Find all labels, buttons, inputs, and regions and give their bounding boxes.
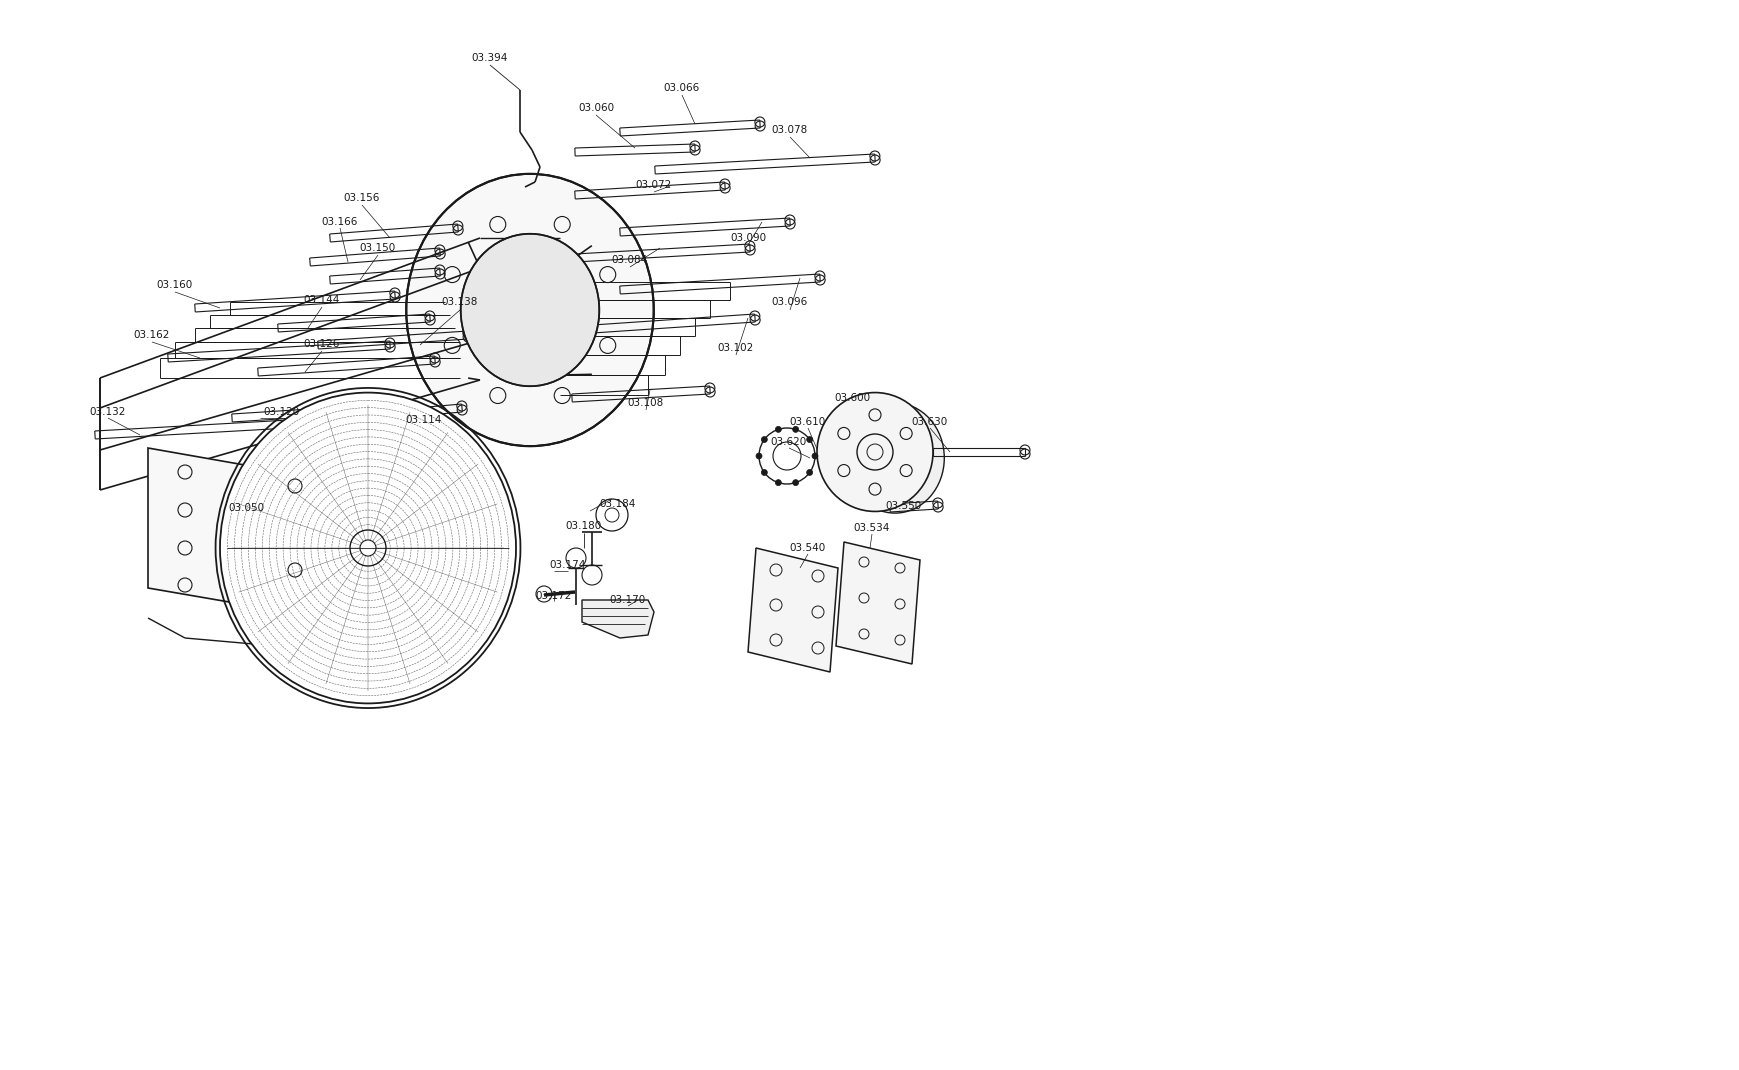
Text: 03.162: 03.162 — [134, 330, 170, 340]
Text: 03.078: 03.078 — [772, 125, 807, 135]
Polygon shape — [581, 600, 654, 638]
Text: 03.550: 03.550 — [885, 501, 922, 511]
Text: 03.102: 03.102 — [718, 343, 753, 353]
Circle shape — [762, 470, 767, 475]
Text: 03.166: 03.166 — [322, 217, 358, 227]
Text: 03.066: 03.066 — [664, 83, 699, 93]
Text: 03.050: 03.050 — [228, 503, 264, 513]
Ellipse shape — [405, 174, 654, 446]
Text: 03.394: 03.394 — [471, 54, 508, 63]
Text: 03.150: 03.150 — [360, 243, 396, 253]
Circle shape — [755, 453, 762, 459]
Text: 03.160: 03.160 — [157, 280, 193, 290]
Text: 03.120: 03.120 — [264, 407, 299, 417]
Circle shape — [776, 479, 781, 486]
Text: 03.172: 03.172 — [536, 591, 572, 601]
Circle shape — [807, 470, 812, 475]
Text: 03.610: 03.610 — [790, 417, 826, 427]
Text: 03.132: 03.132 — [90, 407, 127, 417]
Text: 03.084: 03.084 — [612, 255, 647, 265]
Ellipse shape — [461, 233, 598, 386]
Polygon shape — [148, 448, 330, 618]
Text: 03.090: 03.090 — [730, 233, 765, 243]
Text: 03.126: 03.126 — [304, 339, 341, 349]
Text: 03.096: 03.096 — [772, 297, 807, 307]
Polygon shape — [748, 548, 838, 672]
Text: 03.600: 03.600 — [833, 393, 870, 403]
Circle shape — [793, 426, 798, 432]
Text: 03.138: 03.138 — [442, 297, 478, 307]
Text: 03.060: 03.060 — [577, 103, 614, 113]
Text: 03.184: 03.184 — [600, 499, 636, 509]
Text: 03.170: 03.170 — [610, 595, 645, 605]
Circle shape — [793, 479, 798, 486]
Text: 03.534: 03.534 — [854, 523, 890, 533]
Text: 03.620: 03.620 — [770, 437, 807, 447]
Circle shape — [776, 426, 781, 432]
Text: 03.174: 03.174 — [550, 560, 586, 570]
Text: 03.156: 03.156 — [344, 193, 379, 203]
Circle shape — [762, 437, 767, 443]
Ellipse shape — [845, 403, 944, 514]
Text: 03.072: 03.072 — [635, 180, 671, 190]
Circle shape — [807, 437, 812, 443]
Polygon shape — [835, 542, 920, 664]
Ellipse shape — [219, 393, 516, 703]
Text: 03.108: 03.108 — [628, 398, 664, 408]
Text: 03.540: 03.540 — [790, 542, 826, 553]
Text: 03.114: 03.114 — [405, 415, 442, 425]
Ellipse shape — [817, 393, 932, 511]
Circle shape — [812, 453, 817, 459]
Text: 03.144: 03.144 — [304, 295, 341, 305]
Text: 03.630: 03.630 — [911, 417, 948, 427]
Text: 03.180: 03.180 — [565, 521, 602, 531]
